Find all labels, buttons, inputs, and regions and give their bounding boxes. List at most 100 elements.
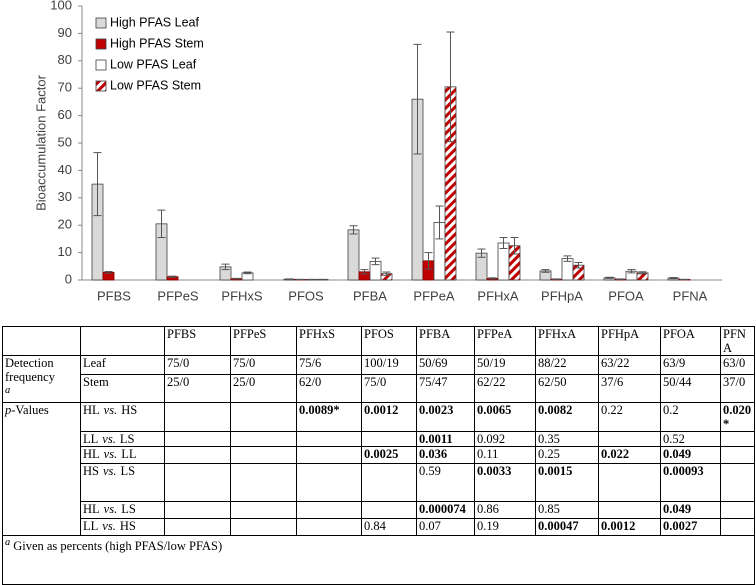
column-header: PFBS [165,327,231,356]
table-cell: 0.0027 [661,519,721,536]
header-cell [3,327,81,356]
error-bar [286,279,294,280]
legend-label: Low PFAS Leaf [110,57,197,71]
y-tick-label: 60 [58,107,72,122]
table-cell: 0.0082 [536,403,599,432]
legend-label: High PFAS Leaf [110,15,199,29]
table-cell: 0.036 [417,447,475,464]
row-label-part: vs. [104,447,118,461]
table-cell: 0.22 [599,403,661,432]
table-cell: 25/0 [231,375,297,403]
legend-swatch [96,39,106,49]
row-label-part: vs. [102,432,116,446]
row-label-part: HL [83,403,100,417]
table-cell: 0.52 [661,432,721,447]
column-header: PFNA [721,327,755,356]
row-label-part: Leaf [83,356,106,370]
row-label-part: vs. [104,502,118,516]
y-tick-label: 10 [58,244,72,259]
column-header: PFOA [661,327,721,356]
table-cell: 75/47 [417,375,475,403]
table-cell: 0.59 [417,464,475,502]
row-label-part: HL [83,447,100,461]
table-cell: 37/6 [599,375,661,403]
table-cell: 0.092 [475,432,536,447]
x-tick-label: PFNA [673,288,708,303]
table-cell: 63/22 [599,356,661,375]
table-cell: 0.0012 [599,519,661,536]
y-tick-label: 70 [58,80,72,95]
table-cell: 75/0 [362,375,417,403]
column-header: PFBA [417,327,475,356]
table-cell: 50/69 [417,356,475,375]
table-cell [599,502,661,519]
legend-label: High PFAS Stem [110,36,204,50]
row-label: Leaf [81,356,165,375]
table-cell: 0.049 [661,447,721,464]
column-header: PFPeS [231,327,297,356]
row-label: Stem [81,375,165,403]
table-cell: 75/0 [231,356,297,375]
table-cell: 0.000074 [417,502,475,519]
y-tick-label: 40 [58,162,72,177]
table-cell: 62/0 [297,375,362,403]
row-label-part: LL [83,432,98,446]
table-cell: 0.86 [475,502,536,519]
table-cell: 25/0 [165,375,231,403]
table-cell [297,464,362,502]
x-tick-label: PFBS [97,288,131,303]
table-cell [297,502,362,519]
row-label-part: vs. [102,519,116,533]
x-tick-label: PFPeS [157,288,199,303]
table-cell [721,502,755,519]
chart: Bioaccumulation Factor 01020304050607080… [0,0,756,320]
table-cell [231,502,297,519]
legend-swatch [96,18,106,28]
table-cell [297,447,362,464]
page: {"chart_data": {"type": "bar", "y_label"… [0,0,756,566]
group-label: p-Values [3,403,81,536]
table-cell: 0.84 [362,519,417,536]
table-cell [721,447,755,464]
table-cell [231,519,297,536]
row-label-part: LS [121,502,136,516]
x-tick-label: PFPeA [413,288,455,303]
table-cell [165,432,231,447]
table-cell: 63/0 [721,356,755,375]
table-cell [362,432,417,447]
table-cell: 100/19 [362,356,417,375]
y-tick-label: 50 [58,134,72,149]
x-tick-label: PFHpA [541,288,583,303]
group-label-part: Detection frequency [5,356,55,384]
table-cell: 0.0065 [475,403,536,432]
x-tick-label: PFOA [608,288,644,303]
x-tick-label: PFOS [288,288,324,303]
y-tick-label: 0 [65,271,72,286]
table-cell: 62/50 [536,375,599,403]
table-cell: 0.35 [536,432,599,447]
row-label-part: vs. [103,464,117,478]
table-cell: 0.049 [661,502,721,519]
table-cell: 0.0033 [475,464,536,502]
table-cell: 50/44 [661,375,721,403]
x-tick-label: PFHxA [477,288,519,303]
table-cell: 75/6 [297,356,362,375]
column-header: PFPeA [475,327,536,356]
row-label-part: HL [83,502,100,516]
table-cell [165,502,231,519]
table-cell: 0.85 [536,502,599,519]
row-label-part: Stem [83,375,109,389]
table-cell: 0.0089* [297,403,362,432]
table-cell: 0.020* [721,403,755,432]
table-cell [165,464,231,502]
